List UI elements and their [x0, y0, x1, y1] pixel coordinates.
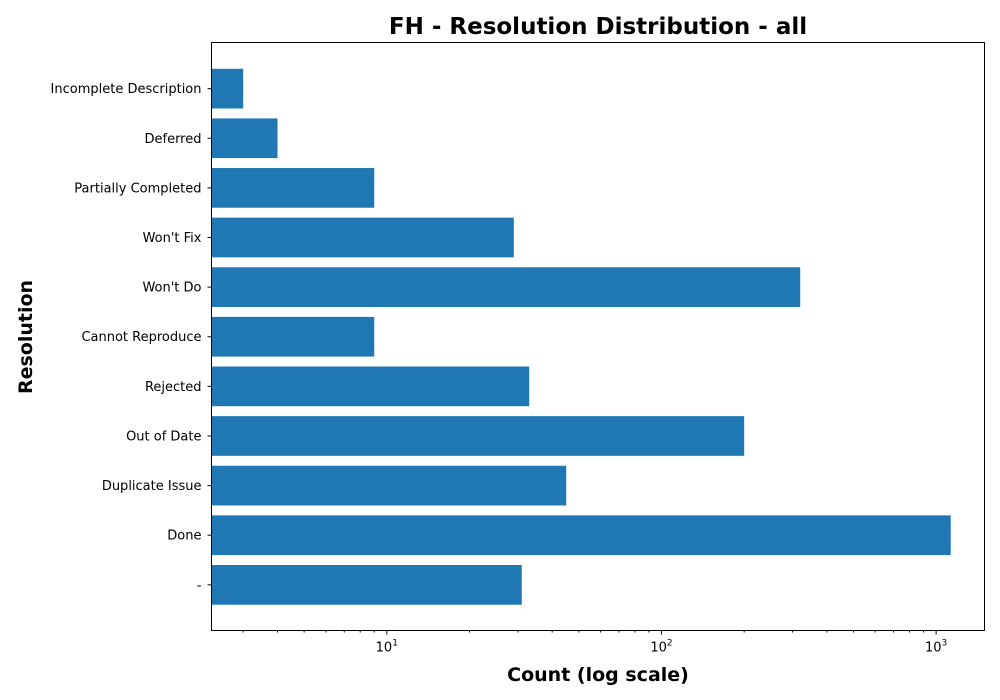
plot-frame	[211, 42, 985, 631]
bar-7	[211, 217, 514, 258]
y-tick-label-9: Deferred	[144, 132, 201, 147]
bar-3	[211, 416, 745, 456]
bar-9	[211, 118, 278, 159]
x-tick-label-0: 101	[376, 639, 398, 656]
bar-5	[211, 316, 375, 357]
bar-10	[211, 68, 244, 109]
x-axis-label: Count (log scale)	[507, 664, 689, 686]
bar-6	[211, 267, 801, 307]
y-tick-label-6: Won't Do	[142, 281, 201, 296]
y-tick-label-2: Duplicate Issue	[102, 479, 202, 494]
y-axis-label: Resolution	[15, 280, 37, 394]
bars-group	[211, 68, 951, 605]
y-tick-label-1: Done	[167, 529, 201, 544]
y-tick-label-4: Rejected	[145, 380, 202, 395]
bar-2	[211, 465, 567, 506]
y-axis-ticks: - Done Duplicate Issue Out of Date Rejected C…	[51, 82, 212, 593]
bar-1	[211, 515, 951, 556]
y-tick-label-7: Won't Fix	[143, 231, 202, 246]
bar-0	[211, 565, 522, 605]
y-tick-label-10: Incomplete Description	[51, 82, 202, 97]
chart-title: FH - Resolution Distribution - all	[389, 14, 807, 40]
y-tick-label-3: Out of Date	[126, 429, 201, 444]
bar-8	[211, 168, 375, 208]
x-tick-label-2: 103	[925, 639, 947, 656]
y-tick-label-5: Cannot Reproduce	[81, 330, 201, 345]
x-axis-ticks: 101 102 103	[242, 630, 947, 656]
bar-4	[211, 366, 530, 407]
y-tick-label-8: Partially Completed	[74, 181, 201, 196]
x-tick-label-1: 102	[650, 639, 672, 656]
y-tick-label-0: -	[197, 578, 202, 593]
